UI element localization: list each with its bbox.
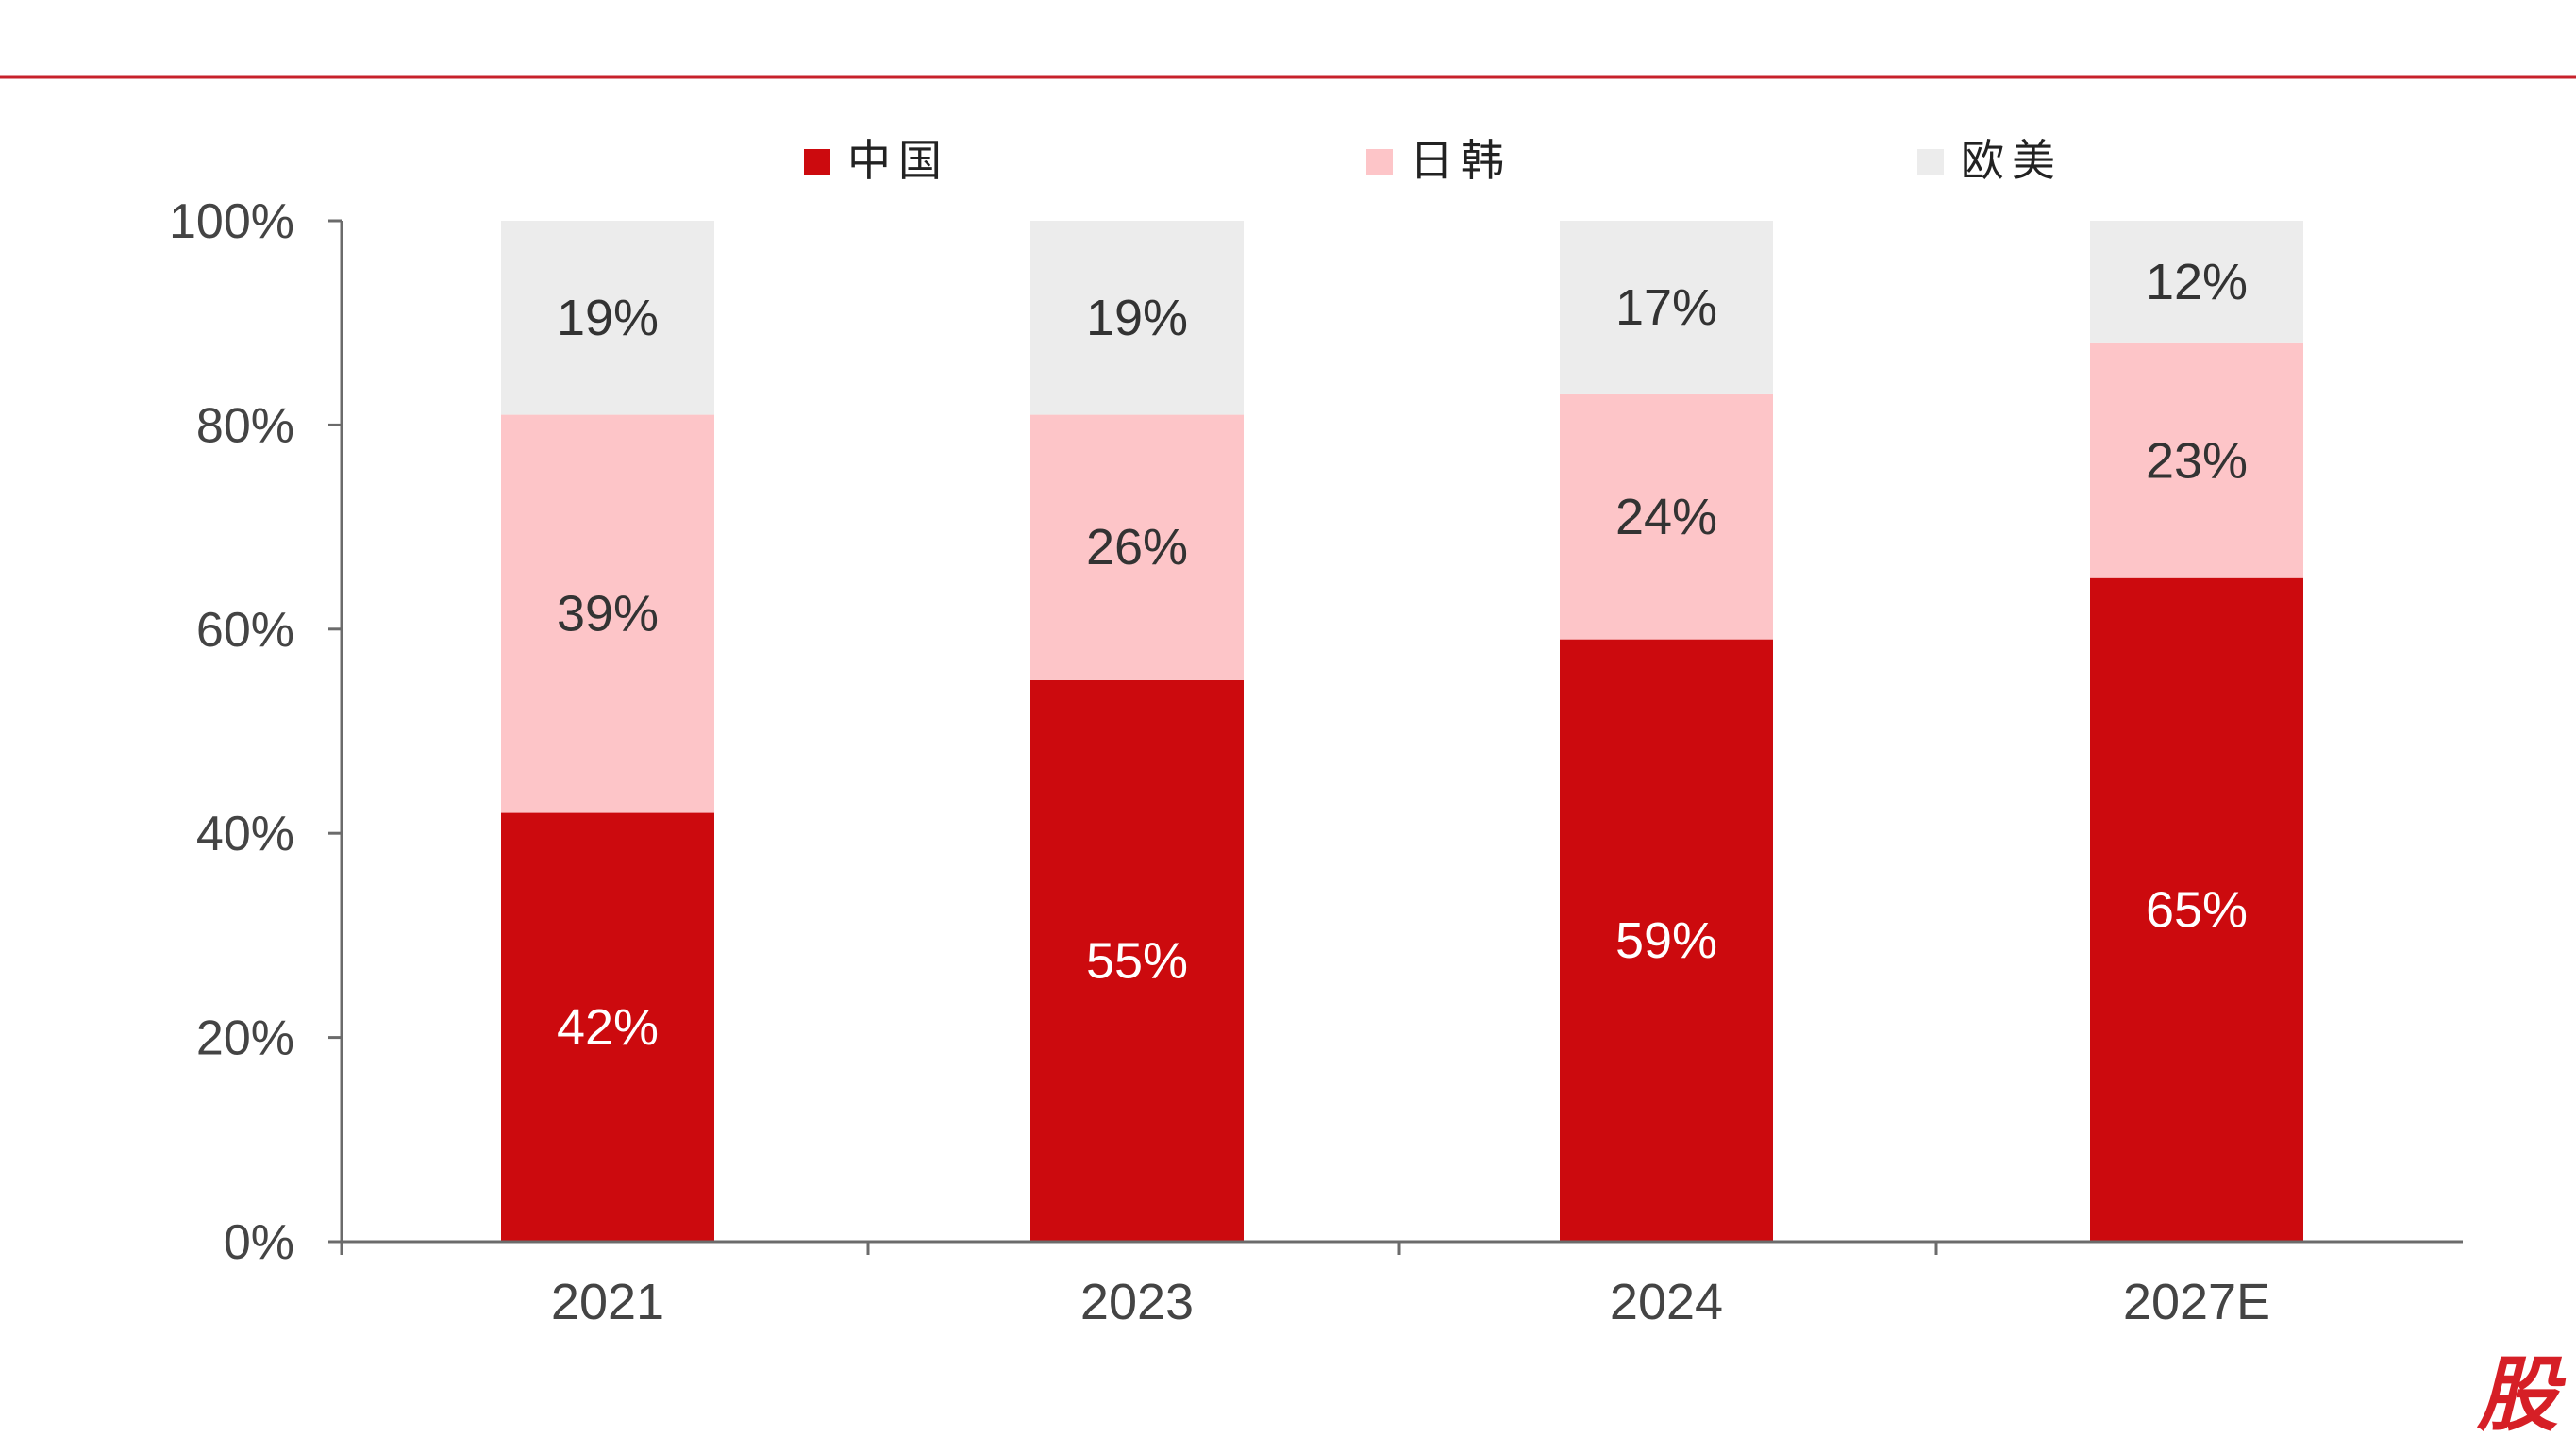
bar-2027E-series-1	[2090, 577, 2303, 1242]
bar-2024-series-2	[1560, 393, 1773, 640]
y-tick-label-2: 40%	[196, 807, 294, 861]
data-label-2023-series-3: 19%	[1086, 290, 1188, 346]
bar-2024-series-3	[1560, 221, 1773, 394]
x-tick-label-2024: 2024	[1610, 1274, 1723, 1330]
bar-2023-series-3	[1030, 221, 1244, 415]
data-label-2024-series-3: 17%	[1615, 279, 1717, 336]
watermark-logo: 股	[2476, 1348, 2567, 1443]
y-tick-label-4: 80%	[196, 398, 294, 453]
data-label-2027E-series-3: 12%	[2146, 254, 2248, 310]
bar-labels-group: 42% 39% 19% 55% 26% 19% 59% 24% 17% 65% 23% 12%	[557, 254, 2248, 1056]
bar-2027E-series-2	[2090, 342, 2303, 578]
legend-item-2: 日韩	[1366, 135, 1512, 186]
y-tick-label-3: 60%	[196, 603, 294, 658]
legend-swatch-2	[1366, 149, 1393, 175]
data-label-2023-series-1: 55%	[1086, 932, 1188, 989]
data-label-2024-series-1: 59%	[1615, 912, 1717, 969]
bar-2023-series-1	[1030, 679, 1244, 1242]
legend-swatch-1	[804, 149, 830, 175]
bar-2023-series-2	[1030, 414, 1244, 680]
x-tick-label-2023: 2023	[1080, 1274, 1194, 1330]
bar-2021-series-1	[501, 812, 714, 1242]
x-tick-label-2021: 2021	[551, 1274, 664, 1330]
bar-2021-series-2	[501, 414, 714, 813]
data-label-2021-series-3: 19%	[557, 290, 659, 346]
legend: 中国 日韩 欧美	[804, 135, 2063, 186]
data-label-2027E-series-1: 65%	[2146, 881, 2248, 938]
y-tick-label-1: 20%	[196, 1011, 294, 1066]
legend-label-3: 欧美	[1961, 135, 2063, 186]
x-tick-label-2027E: 2027E	[2123, 1274, 2270, 1330]
legend-swatch-3	[1917, 149, 1944, 175]
data-label-2024-series-2: 24%	[1615, 489, 1717, 545]
bar-2024-series-1	[1560, 639, 1773, 1242]
y-tick-label-5: 100%	[169, 194, 294, 249]
legend-label-2: 日韩	[1410, 135, 1512, 186]
y-tick-label-0: 0%	[224, 1215, 294, 1270]
data-label-2021-series-1: 42%	[557, 999, 659, 1056]
data-label-2027E-series-2: 23%	[2146, 432, 2248, 489]
bar-2021-series-3	[501, 221, 714, 415]
data-label-2021-series-2: 39%	[557, 586, 659, 643]
legend-label-1: 中国	[847, 135, 949, 186]
bars-group	[501, 221, 2303, 1242]
legend-item-3: 欧美	[1917, 135, 2063, 186]
axes-group: 0% 20% 40% 60% 80% 100% 2021 2023 2024 2027E	[169, 194, 2463, 1330]
bar-2027E-series-3	[2090, 221, 2303, 343]
data-label-2023-series-2: 26%	[1086, 519, 1188, 576]
legend-item-1: 中国	[804, 135, 949, 186]
